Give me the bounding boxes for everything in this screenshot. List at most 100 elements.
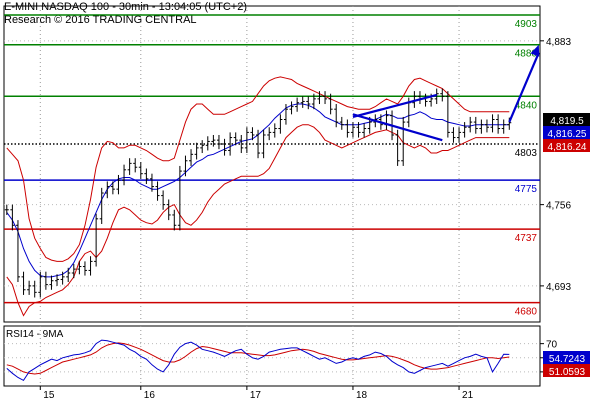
ohlc-bar [289,101,294,115]
ohlc-bar [10,204,15,231]
ohlc-bar [501,119,506,134]
ohlc-bar [300,96,305,108]
time-tick-label: 18 [356,390,368,400]
ohlc-bar [283,104,288,125]
price-tick-label: 4,693 [546,282,571,293]
ohlc-bar [451,127,456,143]
ohlc-bar [239,134,244,154]
ohlc-bar [434,88,439,105]
ohlc-bar [27,280,32,295]
ohlc-bar [334,104,339,128]
ohlc-bar [205,136,210,151]
ohlc-bar [144,168,149,184]
support-resistance-levels: 4903 4880 4840 4803 4775 4737 4680 [4,14,540,318]
ohlc-bar [417,91,422,105]
price-badge [543,139,590,152]
time-tick-label: 15 [43,390,55,400]
ohlc-bar [60,271,65,285]
level-label: 4680 [515,307,538,318]
ohlc-bar [295,97,300,112]
ohlc-bar [345,119,350,138]
ohlc-bar [155,181,160,201]
ohlc-bar [161,190,166,210]
ohlc-bar [222,138,227,156]
ohlc-bar [233,132,238,146]
ohlc-bar [21,271,26,295]
ohlc-bar [256,129,261,159]
ohlc-bar [32,280,37,298]
pattern-line [352,93,437,118]
time-tick-label: 16 [144,390,156,400]
ohlc-bar [116,174,121,195]
ohlc-bar [473,116,478,134]
level-label: 4903 [515,19,538,30]
price-bars [4,88,512,298]
ohlc-bar [228,132,233,156]
ohlc-bar [211,134,216,147]
level-label: 4737 [515,233,538,244]
ohlc-bar [66,267,71,283]
ohlc-bar [457,127,462,143]
ohlc-bar [339,116,344,130]
ohlc-bar [317,91,322,105]
ohlc-bar [479,119,484,134]
price-badge [543,126,590,139]
ohlc-bar [484,119,489,133]
ohlc-bar [440,88,445,102]
ohlc-bar [99,187,104,224]
rsi-badge-label: 54.7243 [549,354,586,365]
rsi-badge-label: 51.0593 [549,367,586,378]
ohlc-bar [149,173,154,192]
rsi-title: RSI14 - 9MA [6,329,64,340]
rsi-line [6,339,510,382]
ohlc-bar [401,116,406,166]
ohlc-bar [462,122,467,138]
rsi-badge [543,351,590,364]
ohlc-bar [55,274,60,286]
ohlc-bar [88,256,93,276]
ohlc-bar [127,158,132,175]
ohlc-bar [412,91,417,108]
price-badge-label: 4,819.5 [550,116,584,127]
ohlc-bar [216,134,221,150]
ohlc-bar [71,263,76,279]
ohlc-bar [350,122,355,138]
rsi-badge [543,364,590,377]
price-tick-label: 4,883 [546,37,571,48]
pattern-lines [352,44,540,142]
ohlc-bar [445,91,450,138]
ohlc-bar [395,129,400,166]
ohlc-bar [166,199,171,221]
ohlc-bar [200,140,205,154]
price-tick-label: 4,756 [546,201,571,212]
research-credit: Research © 2016 TRADING CENTRAL [4,14,197,26]
ohlc-bar [77,261,82,275]
ohlc-bar [496,114,501,134]
ohlc-bar [244,127,249,154]
ohlc-bar [105,181,110,199]
ohlc-bar [384,110,389,130]
time-axis: 15 16 17 18 21 [39,386,474,400]
ohlc-bar [356,122,361,138]
ohlc-bar [306,96,311,110]
ohlc-bar [490,114,495,133]
ohlc-bar [278,114,283,134]
ohlc-bar [272,123,277,138]
time-tick-label: 17 [250,390,262,400]
rsi-tick-label: 70 [546,340,558,351]
ohlc-bar [311,93,316,110]
price-frame [3,5,541,323]
level-label: 4880 [515,49,538,60]
level-label: 4840 [515,100,538,111]
forecast-arrow-head [530,44,540,57]
ohlc-bar [82,261,87,276]
ohlc-bar [43,271,48,290]
ohlc-bar [194,142,199,160]
rsi-ma-line [6,342,510,375]
ohlc-bar [4,204,9,215]
ohlc-bar [468,116,473,133]
ohlc-bar [172,209,177,231]
ohlc-bar [362,123,367,138]
price-axis: 4,883 4,756 4,693 4,819.5 4,816.25 4,816.24 [540,37,590,293]
price-badge [543,113,590,126]
